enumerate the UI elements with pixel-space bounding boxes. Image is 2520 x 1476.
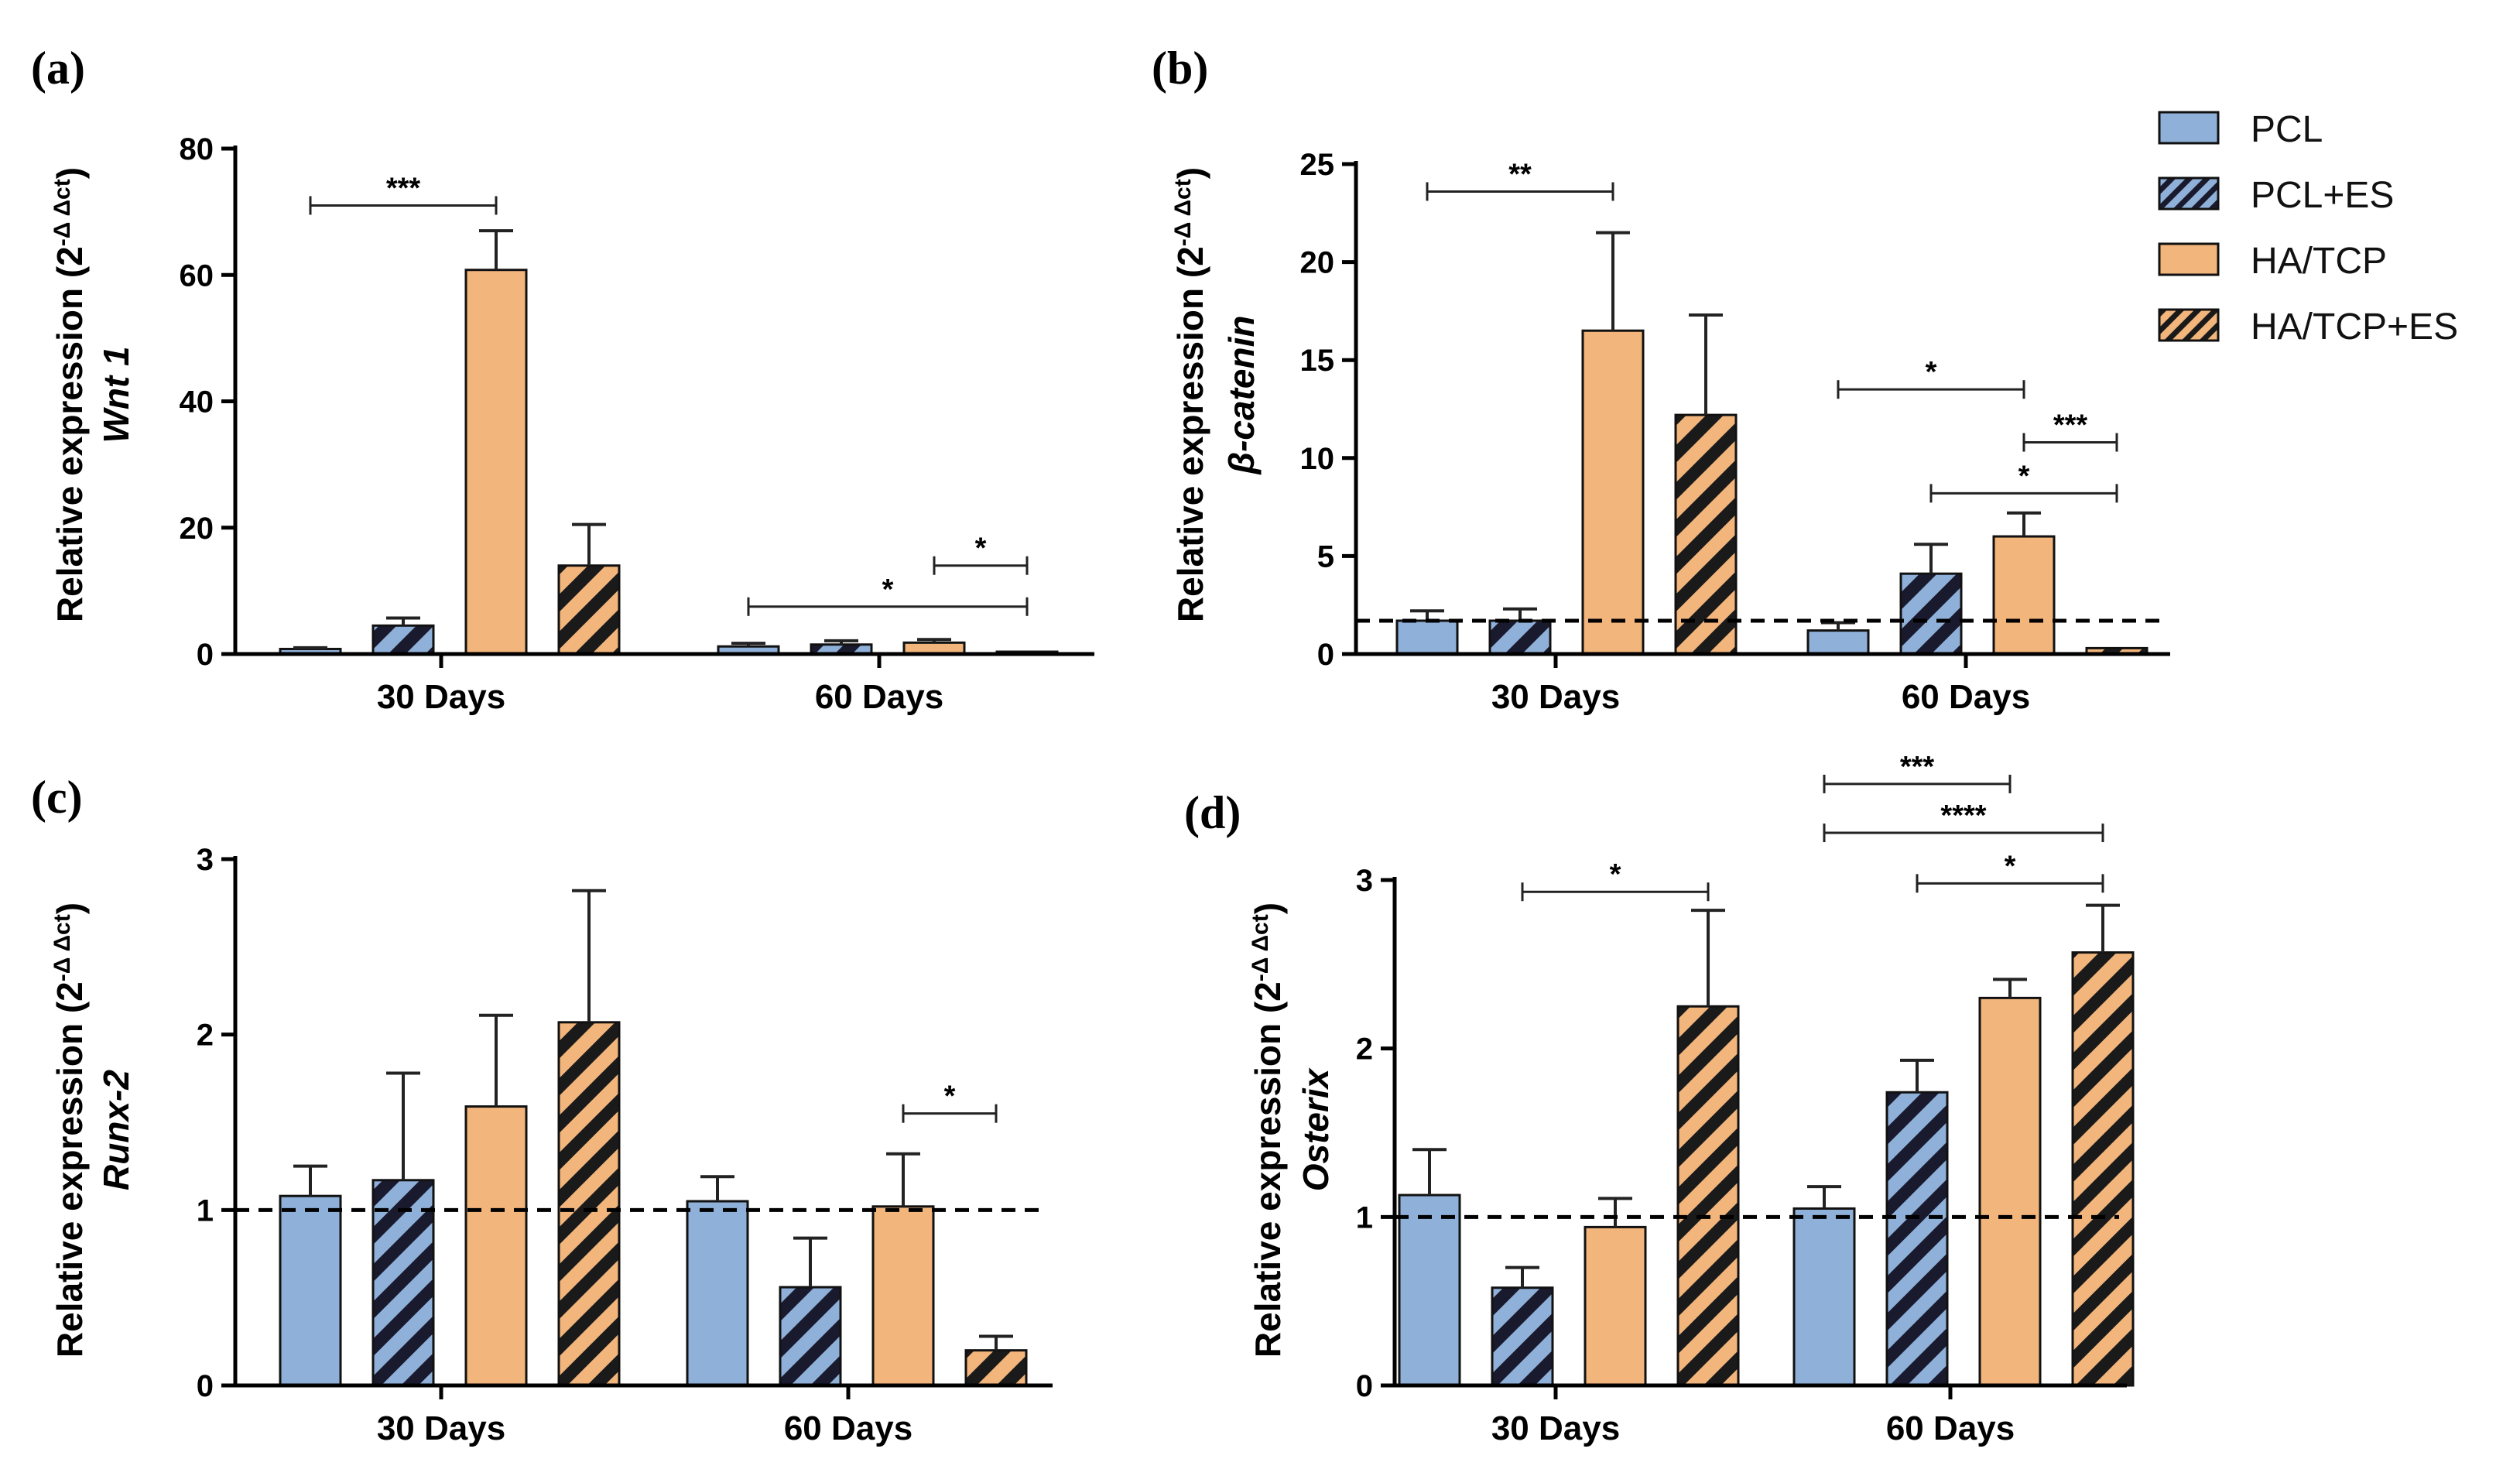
y-tick-label: 2 bbox=[197, 1019, 214, 1053]
bar-pcl-60d bbox=[1792, 1207, 1856, 1387]
bar-pcl-60d bbox=[686, 1200, 749, 1387]
bar-hatcp-es-60d bbox=[964, 1349, 1028, 1387]
panel-b: (b) Relative expression (2-Δ Δct) β-cate… bbox=[1152, 43, 2170, 716]
significance-label: **** bbox=[1940, 800, 1986, 832]
panel-label-d: (d) bbox=[1184, 787, 1241, 838]
bar-hatcp-es-30d bbox=[1676, 1005, 1740, 1387]
x-category-label: 60 Days bbox=[1886, 1409, 2015, 1447]
y-tick-label: 2 bbox=[1356, 1033, 1373, 1067]
bar-hatcp-60d bbox=[1992, 535, 2056, 656]
significance-label: * bbox=[882, 574, 894, 606]
bar-hatcp-es-60d bbox=[2071, 951, 2135, 1387]
y-tick-label: 20 bbox=[180, 512, 214, 546]
y-tick-label: 5 bbox=[1317, 539, 1334, 574]
x-category-label: 60 Days bbox=[784, 1409, 912, 1447]
bar-hatcp-30d bbox=[464, 1105, 528, 1387]
y-axis-label-b: Relative expression (2-Δ Δct) bbox=[1170, 167, 1210, 622]
bar-hatcp-30d bbox=[464, 269, 528, 656]
y-axis-label-c: Relative expression (2-Δ Δct) bbox=[50, 902, 90, 1358]
y-tick-label: 1 bbox=[1356, 1200, 1373, 1235]
panel-label-c: (c) bbox=[31, 772, 83, 823]
x-category-label: 30 Days bbox=[1491, 678, 1620, 716]
bar-pcl-es-60d bbox=[1885, 1091, 1949, 1387]
significance-label: * bbox=[2005, 850, 2016, 882]
y-tick-label: 3 bbox=[197, 843, 214, 877]
bar-pcl-es-60d bbox=[1899, 572, 1963, 656]
y-tick-label: 25 bbox=[1300, 148, 1335, 182]
bar-pcl-30d bbox=[1398, 1193, 1461, 1387]
legend: PCL PCL+ES HA/TCP HA/TCP+ES bbox=[2158, 109, 2458, 348]
x-category-label: 60 Days bbox=[1902, 678, 2030, 716]
bar-hatcp-es-30d bbox=[1674, 413, 1738, 656]
bar-hatcp-es-30d bbox=[557, 564, 621, 656]
bar-hatcp-60d bbox=[871, 1205, 935, 1387]
legend-label-pcl-es: PCL+ES bbox=[2251, 175, 2394, 216]
x-category-label: 30 Days bbox=[377, 1409, 505, 1447]
significance-label: * bbox=[2018, 460, 2030, 492]
y-tick-label: 0 bbox=[197, 638, 214, 672]
x-category-label: 60 Days bbox=[815, 678, 943, 716]
significance-label: * bbox=[944, 1080, 956, 1113]
significance-label: *** bbox=[386, 172, 421, 204]
legend-swatch-hatcp-es bbox=[2158, 308, 2220, 342]
y-axis-gene-c: Runx-2 bbox=[96, 1070, 136, 1190]
y-tick-label: 1 bbox=[197, 1193, 214, 1228]
panel-d: (d) Relative expression (2-Δ Δct) Osteri… bbox=[1184, 751, 2135, 1447]
bar-pcl-es-30d bbox=[1488, 619, 1552, 656]
bar-pcl-60d bbox=[1806, 629, 1870, 656]
y-tick-label: 60 bbox=[180, 259, 214, 293]
significance-label: ** bbox=[1508, 158, 1532, 190]
bar-hatcp-30d bbox=[1584, 1225, 1647, 1387]
legend-swatch-pcl-es bbox=[2158, 176, 2220, 211]
significance-label: *** bbox=[2053, 409, 2088, 442]
y-axis-gene-b: β-catenin bbox=[1221, 316, 1262, 475]
bar-pcl-es-30d bbox=[371, 624, 435, 656]
bar-pcl-30d bbox=[279, 1194, 342, 1387]
bar-hatcp-30d bbox=[1581, 329, 1645, 656]
significance-label: * bbox=[1610, 858, 1621, 891]
significance-label: * bbox=[975, 533, 987, 565]
y-axis-gene-d: Osterix bbox=[1296, 1067, 1336, 1191]
significance-label: * bbox=[1926, 356, 1937, 389]
y-tick-label: 20 bbox=[1300, 246, 1335, 280]
legend-label-hatcp-es: HA/TCP+ES bbox=[2251, 307, 2458, 348]
panel-label-a: (a) bbox=[31, 43, 85, 94]
plot-area-c: 0 1 2 3 30 Days 60 Days * bbox=[197, 843, 1053, 1447]
x-category-label: 30 Days bbox=[377, 678, 505, 716]
y-tick-label: 0 bbox=[197, 1369, 214, 1403]
panel-c: (c) Relative expression (2-Δ Δct) Runx-2… bbox=[31, 772, 1053, 1447]
bar-pcl-es-30d bbox=[1491, 1286, 1554, 1387]
significance-label: *** bbox=[1900, 751, 1935, 783]
y-tick-label: 10 bbox=[1300, 442, 1335, 476]
legend-swatch-pcl bbox=[2158, 111, 2220, 145]
bar-pcl-es-60d bbox=[779, 1286, 842, 1387]
y-tick-label: 80 bbox=[180, 132, 214, 166]
legend-label-hatcp: HA/TCP bbox=[2251, 241, 2387, 282]
y-axis-label-d: Relative expression (2-Δ Δct) bbox=[1248, 902, 1288, 1358]
legend-label-pcl: PCL bbox=[2251, 109, 2323, 150]
x-category-label: 30 Days bbox=[1491, 1409, 1620, 1447]
panel-a: (a) Relative expression (2-Δ Δct) Wnt 1 … bbox=[31, 43, 1094, 716]
y-axis-label-a: Relative expression (2-Δ Δct) bbox=[50, 167, 90, 622]
y-tick-label: 15 bbox=[1300, 344, 1335, 378]
bar-pcl-30d bbox=[1395, 619, 1459, 656]
bar-hatcp-es-30d bbox=[557, 1021, 621, 1387]
bar-hatcp-60d bbox=[1978, 996, 2042, 1387]
legend-swatch-hatcp bbox=[2158, 242, 2220, 276]
y-tick-label: 3 bbox=[1356, 864, 1373, 898]
y-tick-label: 0 bbox=[1317, 638, 1334, 672]
y-tick-label: 0 bbox=[1356, 1369, 1373, 1403]
y-axis-gene-a: Wnt 1 bbox=[96, 346, 136, 443]
panel-label-b: (b) bbox=[1152, 43, 1208, 94]
y-tick-label: 40 bbox=[180, 385, 214, 420]
